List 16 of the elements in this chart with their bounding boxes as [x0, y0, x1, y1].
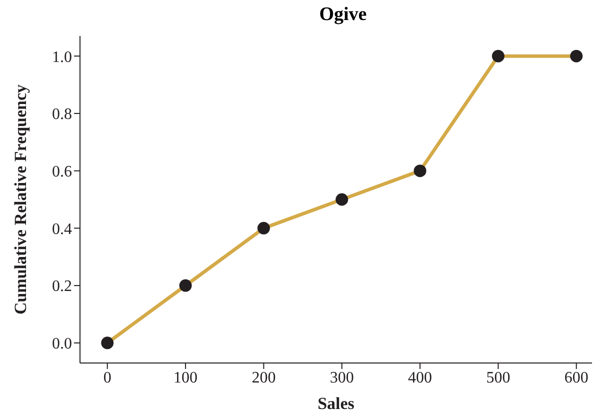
- x-tick-label: 200: [252, 369, 276, 386]
- y-tick-label: 0.6: [52, 163, 72, 180]
- x-tick-label: 400: [408, 369, 432, 386]
- y-tick-label: 0.2: [52, 278, 72, 296]
- x-tick-label: 500: [486, 369, 510, 386]
- chart-title: Ogive: [318, 4, 368, 26]
- x-tick-label: 100: [174, 369, 198, 386]
- y-axis-title: Cumulative Relative Frequency: [11, 84, 30, 315]
- x-tick-label: 0: [103, 369, 112, 386]
- x-tick-label: 600: [564, 369, 588, 386]
- y-tick-label: 0.4: [52, 220, 72, 238]
- y-tick-label: 0.8: [52, 106, 72, 124]
- y-tick-label: 0.0: [52, 336, 72, 353]
- x-tick-label: 300: [330, 369, 354, 386]
- x-axis-title: Sales: [318, 394, 355, 413]
- y-tick-label: 1.0: [52, 48, 72, 66]
